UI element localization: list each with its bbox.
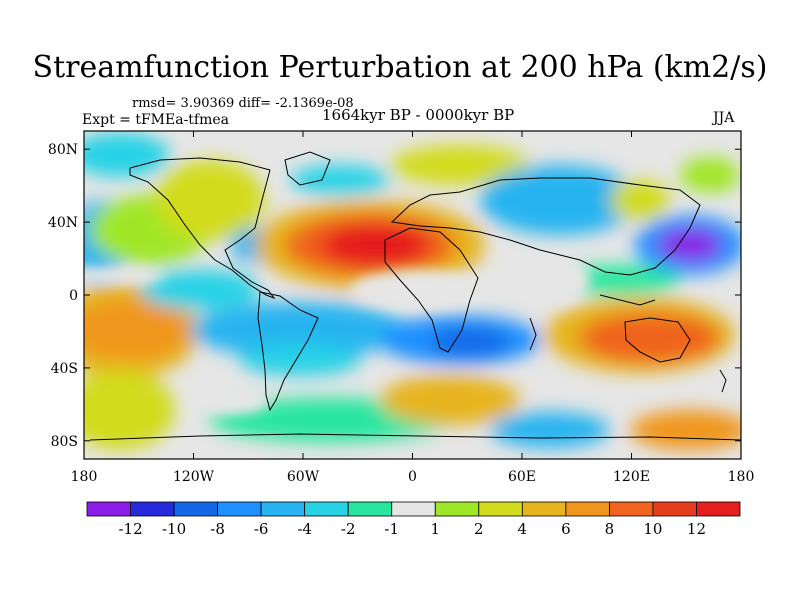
africa-coast bbox=[384, 227, 479, 353]
axis-labels: 180 120W 60W 0 60E 120E 180 80N 40N 0 40S 80S bbox=[48, 142, 754, 485]
colorbar-label: 12 bbox=[687, 520, 706, 538]
stats-text: rmsd= 3.90369 diff= -2.1369e-08 bbox=[132, 96, 354, 111]
x-tick-label: 60W bbox=[287, 469, 320, 485]
contour-field bbox=[84, 131, 741, 459]
colorbar-swatch bbox=[609, 501, 654, 517]
colorbar-swatch bbox=[260, 501, 306, 517]
coastlines bbox=[89, 151, 741, 441]
colorbar-swatch bbox=[391, 501, 436, 517]
madagascar-coast bbox=[529, 317, 537, 351]
colorbar-label: -4 bbox=[297, 520, 312, 538]
colorbar-label: -12 bbox=[118, 520, 142, 538]
colorbar-label: 8 bbox=[605, 520, 615, 538]
chart-title: Streamfunction Perturbation at 200 hPa (… bbox=[32, 50, 768, 85]
colorbar-label: -10 bbox=[162, 520, 186, 538]
colorbar: -12 -10 -8 -6 -4 -2 -1 1 2 4 6 8 10 12 bbox=[86, 501, 741, 538]
indonesia-coast bbox=[599, 294, 656, 306]
colorbar-label: -1 bbox=[384, 520, 399, 538]
y-tick-label: 40S bbox=[51, 361, 78, 377]
colorbar-swatch bbox=[565, 501, 610, 517]
x-tick-label: 180 bbox=[71, 469, 98, 485]
south-america-coast bbox=[257, 291, 319, 412]
colorbar-swatch bbox=[304, 501, 349, 517]
colorbar-label: 1 bbox=[430, 520, 440, 538]
colorbar-label: 4 bbox=[518, 520, 528, 538]
colorbar-label: -8 bbox=[210, 520, 225, 538]
colorbar-swatch bbox=[696, 501, 741, 517]
colorbar-swatch bbox=[521, 501, 567, 517]
colorbar-swatch bbox=[217, 501, 262, 517]
season-label: JJA bbox=[713, 110, 735, 126]
x-tick-label: 180 bbox=[728, 469, 755, 485]
australia-coast bbox=[624, 317, 691, 363]
x-tick-label: 120W bbox=[173, 469, 215, 485]
colorbar-swatch bbox=[478, 501, 523, 517]
experiment-label: Expt = tFMEa-tfmea bbox=[82, 112, 230, 128]
x-tick-label: 120E bbox=[613, 469, 650, 485]
eurasia-coast bbox=[390, 177, 701, 276]
antarctica-coast bbox=[89, 433, 741, 441]
colorbar-swatch bbox=[86, 501, 131, 517]
greenland-coast bbox=[284, 151, 331, 186]
colorbar-label: 2 bbox=[474, 520, 484, 538]
x-tick-label: 0 bbox=[408, 469, 417, 485]
y-tick-label: 80S bbox=[51, 434, 78, 450]
colorbar-swatch bbox=[434, 501, 480, 517]
y-tick-label: 0 bbox=[69, 288, 78, 304]
colorbar-label: -2 bbox=[341, 520, 356, 538]
period-label: 1664kyr BP - 0000kyr BP bbox=[322, 106, 515, 124]
colorbar-swatch bbox=[173, 501, 218, 517]
colorbar-swatch bbox=[347, 501, 393, 517]
colorbar-swatch bbox=[130, 501, 175, 517]
y-tick-label: 80N bbox=[48, 142, 78, 158]
axis-ticks bbox=[83, 131, 742, 459]
colorbar-label: 10 bbox=[643, 520, 662, 538]
colorbar-label: 6 bbox=[561, 520, 571, 538]
new-zealand-coast bbox=[719, 369, 727, 393]
x-tick-label: 60E bbox=[508, 469, 536, 485]
north-america-coast bbox=[129, 157, 276, 300]
neutral-layer bbox=[84, 255, 590, 414]
colorbar-label: -6 bbox=[254, 520, 269, 538]
y-tick-label: 40N bbox=[48, 215, 78, 231]
colorbar-swatch bbox=[652, 501, 697, 517]
